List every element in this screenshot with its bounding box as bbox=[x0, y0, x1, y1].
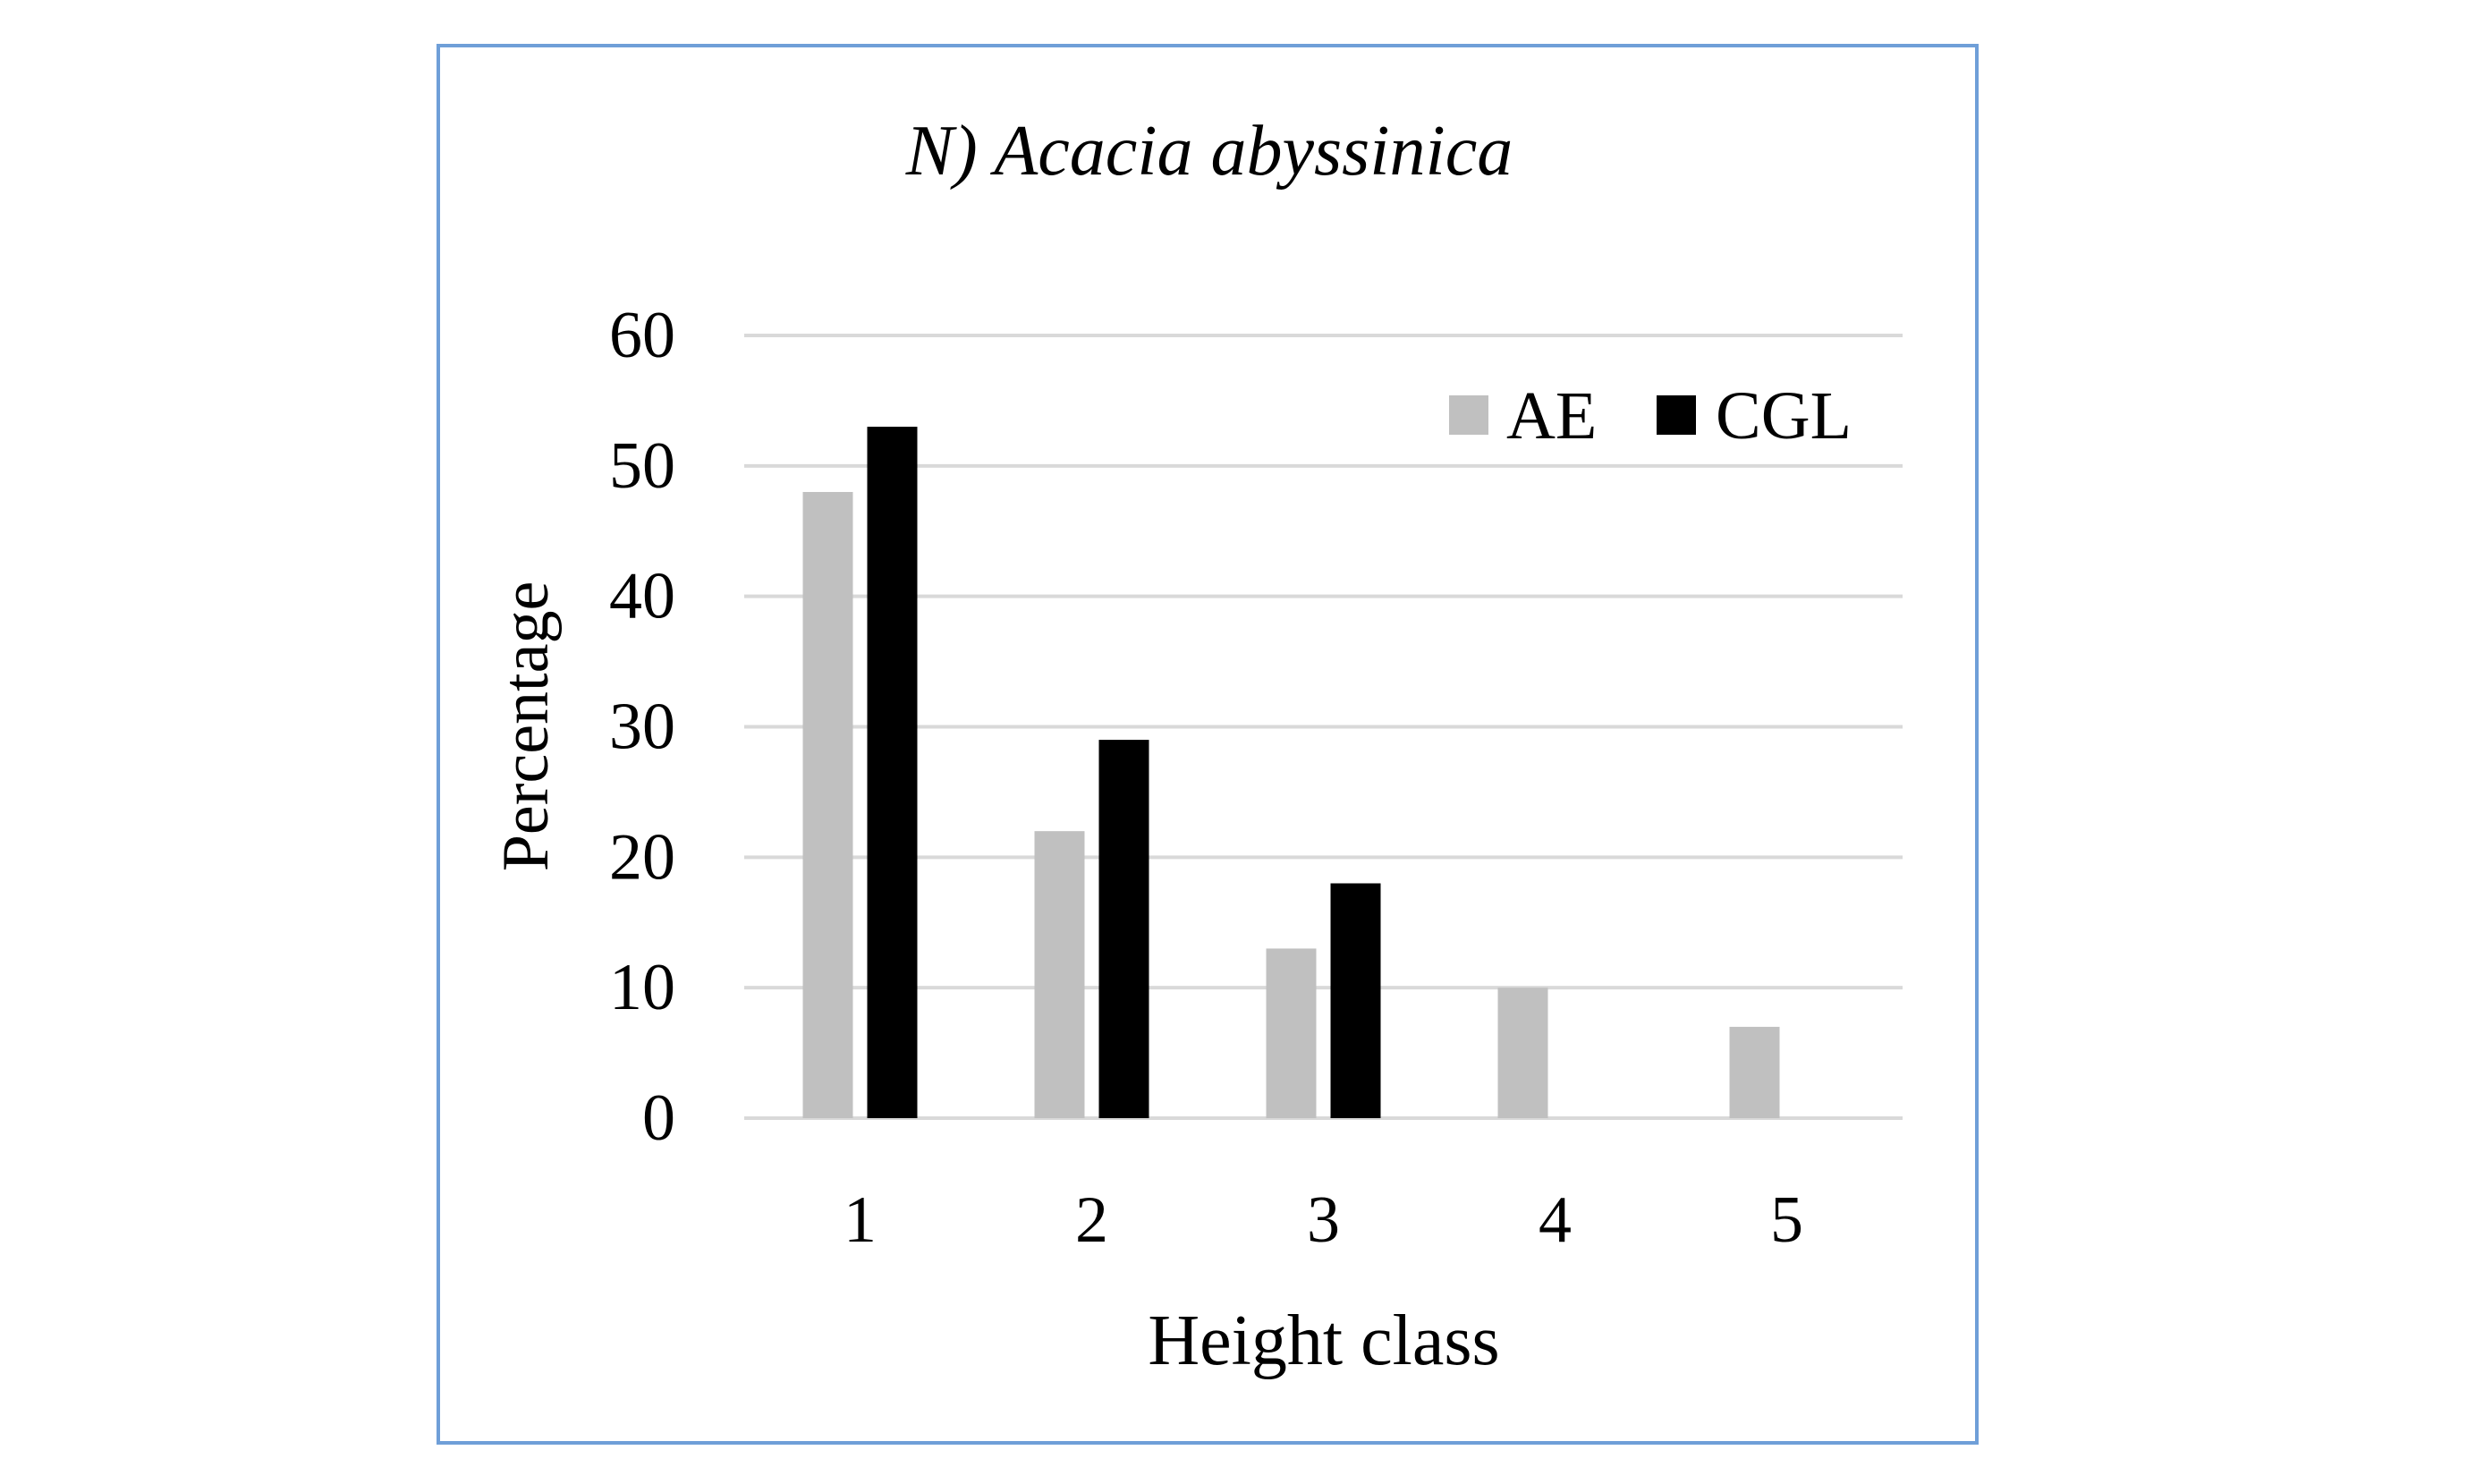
y-tick-label: 60 bbox=[609, 299, 675, 372]
chart-title: N) Acacia abyssinica bbox=[905, 112, 1513, 191]
legend-label-cgl: CGL bbox=[1716, 378, 1852, 454]
x-tick-label: 4 bbox=[1539, 1183, 1572, 1257]
bar-ae-4 bbox=[1497, 988, 1548, 1118]
chart-frame bbox=[437, 44, 1979, 1445]
x-tick-label: 1 bbox=[844, 1183, 877, 1257]
y-tick-label: 30 bbox=[609, 691, 675, 764]
legend-swatch-cgl bbox=[1657, 395, 1696, 435]
bars bbox=[802, 427, 1780, 1118]
y-tick-label: 50 bbox=[609, 429, 675, 503]
bar-cgl-2 bbox=[1098, 740, 1149, 1118]
y-tick-label: 20 bbox=[609, 820, 675, 894]
bar-cgl-1 bbox=[867, 427, 918, 1118]
bar-ae-5 bbox=[1729, 1026, 1780, 1118]
x-axis-ticks: 1 2 3 4 5 bbox=[844, 1183, 1803, 1257]
y-tick-label: 10 bbox=[609, 951, 675, 1024]
bar-ae-2 bbox=[1034, 831, 1085, 1118]
x-tick-label: 2 bbox=[1075, 1183, 1108, 1257]
bar-ae-1 bbox=[802, 492, 853, 1118]
legend-swatch-ae bbox=[1449, 395, 1488, 435]
y-axis-ticks: 0 10 20 30 40 50 60 bbox=[609, 299, 675, 1155]
bar-cgl-3 bbox=[1330, 883, 1381, 1118]
y-axis-label: Percentage bbox=[489, 581, 563, 872]
bar-ae-3 bbox=[1266, 948, 1317, 1118]
gridlines bbox=[744, 334, 1903, 1120]
legend: AE CGL bbox=[1449, 378, 1852, 454]
x-tick-label: 5 bbox=[1770, 1183, 1803, 1257]
y-tick-label: 40 bbox=[609, 560, 675, 633]
x-axis-label: Height class bbox=[1148, 1302, 1499, 1380]
x-tick-label: 3 bbox=[1307, 1183, 1340, 1257]
y-tick-label: 0 bbox=[642, 1081, 675, 1155]
legend-label-ae: AE bbox=[1506, 378, 1597, 454]
